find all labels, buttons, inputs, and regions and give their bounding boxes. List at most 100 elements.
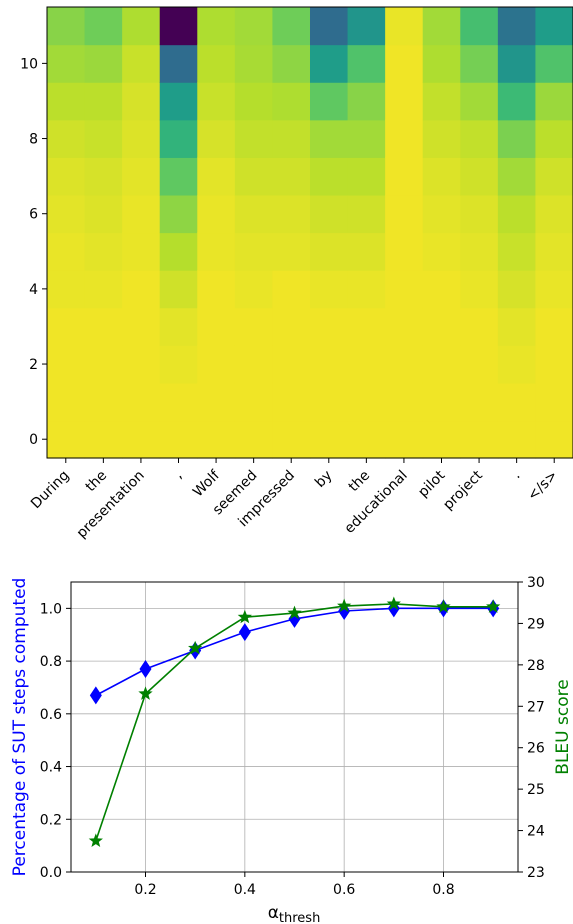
- heatmap-cell: [310, 345, 349, 384]
- heatmap-cell: [535, 194, 573, 234]
- heatmap-cell: [122, 420, 161, 459]
- heatmap-cell: [460, 194, 499, 234]
- heatmap-cell: [47, 44, 86, 83]
- heatmap-cell: [385, 119, 424, 158]
- heatmap-cell: [347, 119, 386, 158]
- heatmap-cell: [535, 382, 573, 422]
- heatmap-x-tick-label: by: [312, 468, 335, 491]
- heatmap-frame: [46, 6, 573, 459]
- bleu-star-marker: [237, 609, 252, 624]
- heatmap-x-tick-label: Wolf: [190, 467, 224, 501]
- y-tick-label-right: 24: [527, 824, 545, 840]
- heatmap-cell: [234, 194, 274, 234]
- y-tick-label-right: 30: [527, 575, 545, 591]
- heatmap-cell: [347, 382, 386, 422]
- heatmap-cell: [47, 307, 86, 346]
- heatmap-y-tick-label: 4: [29, 282, 38, 298]
- heatmap-cell: [234, 307, 274, 346]
- heatmap-cell: [159, 119, 198, 158]
- heatmap-cell: [497, 382, 537, 422]
- heatmap-cell: [47, 194, 86, 234]
- heatmap-cell: [422, 119, 461, 158]
- heatmap-cell: [272, 157, 311, 196]
- heatmap-x-tick-label: the: [346, 468, 374, 496]
- heatmap-cell: [272, 270, 311, 309]
- heatmap-cell: [159, 382, 198, 422]
- heatmap-cell: [84, 345, 123, 384]
- heatmap-cell: [497, 7, 537, 46]
- heatmap-cell: [347, 270, 386, 309]
- x-tick-label: 0.4: [234, 882, 256, 898]
- heatmap-cell: [497, 119, 537, 158]
- heatmap-cell: [422, 157, 461, 196]
- heatmap-cell: [347, 157, 386, 196]
- heatmap-cell: [497, 232, 537, 271]
- heatmap-cell: [234, 270, 274, 309]
- line-chart-ticks: 0.2 0.4 0.6 0.8 0.0 0.2 0.4 0.6 0.8 1.0 23 24 25 26 27…: [40, 575, 545, 898]
- heatmap-cell: [272, 44, 311, 83]
- heatmap-cell: [422, 82, 461, 121]
- heatmap-cell: [159, 44, 198, 83]
- heatmap-y-tick-label: 0: [29, 432, 38, 448]
- heatmap-cell: [159, 7, 198, 46]
- heatmap-cell: [47, 119, 86, 158]
- heatmap-y-ticks: 0 2 4 6 8 10: [20, 56, 47, 448]
- bleu-star-marker: [88, 833, 103, 847]
- heatmap-cell: [47, 345, 86, 384]
- heatmap-cell: [460, 270, 499, 309]
- steps-diamond-marker: [139, 660, 152, 678]
- heatmap-cell: [272, 82, 311, 121]
- heatmap-cell: [122, 382, 161, 422]
- y-tick-label-right: 26: [527, 741, 545, 757]
- heatmap-cell: [310, 7, 349, 46]
- heatmap-y-tick-label: 10: [20, 56, 38, 72]
- heatmap-cell: [385, 232, 424, 271]
- heatmap-cell: [84, 382, 123, 422]
- heatmap-cell: [385, 157, 424, 196]
- heatmap-y-tick-label: 2: [29, 357, 38, 373]
- heatmap-cell: [234, 157, 274, 196]
- heatmap-cell: [535, 345, 573, 384]
- heatmap-cell: [385, 194, 424, 234]
- heatmap-cell: [460, 44, 499, 83]
- steps-diamond-marker: [238, 623, 251, 642]
- heatmap-cell: [310, 382, 349, 422]
- heatmap-cell: [310, 420, 349, 459]
- bleu-star-marker: [486, 599, 501, 613]
- heatmap-cell: [47, 382, 86, 422]
- heatmap-cell: [497, 194, 537, 234]
- heatmap-cell: [197, 44, 236, 83]
- bleu-series-line: [95, 603, 494, 842]
- heatmap-x-tick-label: presentation: [74, 468, 148, 542]
- heatmap-y-tick-label: 8: [29, 132, 38, 148]
- heatmap-cell: [159, 157, 198, 196]
- heatmap-cell: [497, 345, 537, 384]
- heatmap-cell: [310, 44, 349, 83]
- heatmap-cell: [47, 157, 86, 196]
- heatmap-cell: [535, 119, 573, 158]
- heatmap-x-tick-label: .: [509, 468, 523, 482]
- heatmap-cell: [347, 7, 386, 46]
- heatmap-cell: [272, 307, 311, 346]
- heatmap-cell: [84, 157, 123, 196]
- heatmap-cell: [422, 420, 461, 459]
- heatmap-cell: [460, 119, 499, 158]
- heatmap-cell: [197, 82, 236, 121]
- heatmap-cell: [84, 7, 123, 46]
- heatmap-cell: [197, 420, 236, 459]
- heatmap-cell: [347, 232, 386, 271]
- heatmap-cell: [497, 307, 537, 346]
- heatmap-cell: [84, 270, 123, 309]
- y-tick-label-left: 1.0: [40, 601, 62, 617]
- bleu-star-marker: [337, 598, 352, 613]
- heatmap-cell: [310, 82, 349, 121]
- line-chart-frame: [70, 581, 519, 873]
- heatmap-cell: [122, 232, 161, 271]
- heatmap-cell: [197, 157, 236, 196]
- heatmap-cell: [197, 345, 236, 384]
- heatmap-cell: [159, 194, 198, 234]
- heatmap-x-tick-label: ,: [171, 468, 185, 482]
- heatmap-cell: [310, 194, 349, 234]
- heatmap-y-tick-label: 6: [29, 207, 38, 223]
- heatmap-cell: [460, 232, 499, 271]
